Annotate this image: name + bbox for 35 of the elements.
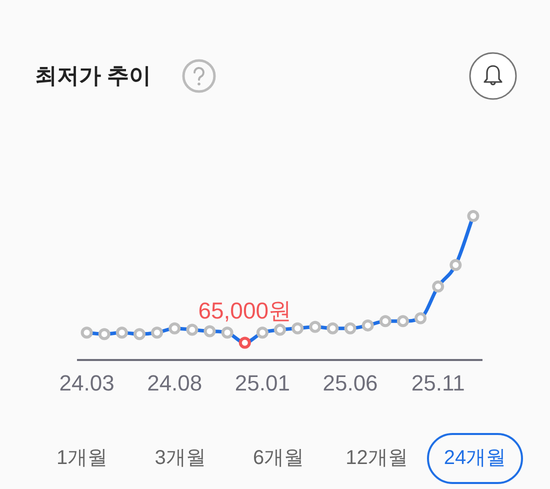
point: [379, 315, 392, 328]
point: [168, 322, 181, 334]
chart-title: 최저가 추이: [35, 62, 152, 90]
point: [238, 336, 251, 349]
point: [467, 210, 480, 222]
point: [221, 326, 234, 339]
period-tab[interactable]: 3개월: [154, 444, 206, 472]
period-tab[interactable]: 12개월: [346, 444, 408, 472]
x-tick-label: 25.06: [322, 370, 378, 396]
point: [362, 319, 374, 332]
point: [98, 328, 110, 340]
point: [344, 322, 356, 334]
period-tab[interactable]: 24개월: [427, 433, 523, 484]
point: [450, 258, 462, 271]
point: [133, 328, 146, 340]
point: [292, 322, 304, 334]
point: [309, 320, 322, 333]
x-tick-label: 25.11: [411, 370, 465, 396]
point: [186, 324, 198, 336]
point: [432, 280, 444, 293]
x-tick-label: 24.03: [59, 370, 114, 396]
point: [116, 326, 128, 339]
annotation: 65,000원: [198, 298, 292, 324]
point: [256, 326, 268, 339]
point: [326, 322, 339, 334]
point: [414, 312, 427, 324]
point: [151, 326, 164, 339]
x-tick-label: 25.01: [234, 370, 290, 396]
point: [80, 326, 93, 339]
point: [274, 324, 286, 336]
period-tab[interactable]: 1개월: [56, 444, 108, 472]
point: [396, 315, 409, 328]
period-tab[interactable]: 6개월: [252, 444, 304, 472]
point: [204, 325, 216, 338]
x-tick-label: 24.08: [147, 370, 202, 396]
